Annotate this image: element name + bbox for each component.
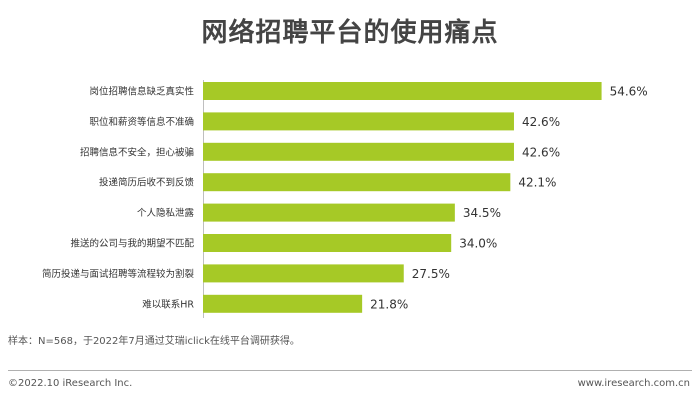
footer-copyright: ©2022.10 iResearch Inc. [8,378,133,389]
footer-divider [8,370,692,371]
bar-chart: 岗位招聘信息缺乏真实性 54.6% 职位和薪资等信息不准确 42.6% 招聘信息不安全，… [42,82,648,313]
bar-1 [203,82,602,100]
value-label-1: 54.6% [610,85,648,99]
bar-4 [203,173,511,192]
category-label-8: 难以联系HR [142,299,194,310]
bar-8 [203,294,363,313]
value-label-7: 27.5% [412,267,450,281]
value-label-8: 21.8% [370,297,408,311]
category-label-2: 职位和薪资等信息不准确 [89,116,194,128]
value-label-4: 42.1% [518,176,556,190]
bar-5 [203,203,455,222]
category-label-3: 招聘信息不安全，担心被骗 [80,146,194,158]
value-label-3: 42.6% [522,145,560,159]
category-label-1: 岗位招聘信息缺乏真实性 [89,86,194,98]
category-label-7: 简历投递与面试招聘等流程较为割裂 [42,268,195,280]
footer-website: www.iresearch.com.cn [577,378,690,389]
category-label-4: 投递简历后收不到反馈 [99,177,195,189]
value-label-5: 34.5% [463,206,501,220]
sample-note: 样本：N=568，于2022年7月通过艾瑞iclick在线平台调研获得。 [8,336,300,347]
value-label-6: 34.0% [459,237,497,251]
bar-6 [203,234,452,252]
category-label-5: 个人隐私泄露 [137,207,195,219]
category-label-6: 推送的公司与我的期望不匹配 [70,238,194,250]
category-axis-line [203,80,204,318]
value-label-2: 42.6% [522,115,560,129]
bar-2 [203,112,514,131]
bar-3 [203,142,514,161]
bar-7 [203,264,404,283]
chart-title: 网络招聘平台的使用痛点 [201,18,499,48]
